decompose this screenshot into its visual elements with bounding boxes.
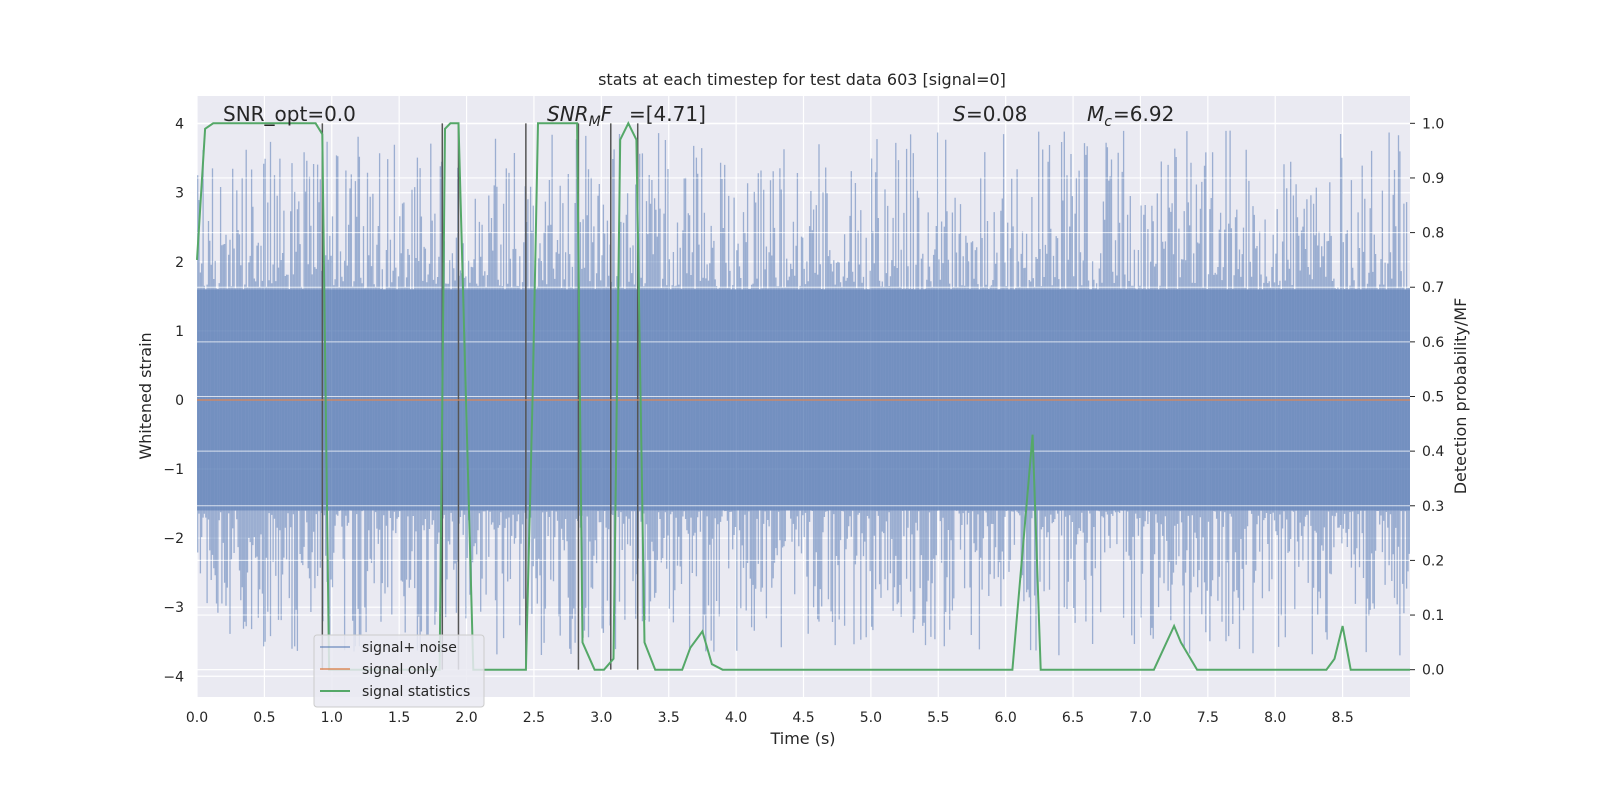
y-left-tick-label: −4 <box>163 669 184 685</box>
x-tick-label: 6.0 <box>995 710 1017 726</box>
y-right-tick-labels: 1.0 0.9 0.8 0.7 0.6 0.5 0.4 0.3 0.2 0.1 0.0 <box>1410 116 1444 679</box>
x-tick-label: 4.0 <box>725 710 747 726</box>
x-tick-label: 6.5 <box>1062 710 1084 726</box>
annotation-snr-mf-symbol: SNRMF <box>547 102 613 130</box>
x-tick-label: 7.0 <box>1129 710 1151 726</box>
x-tick-label: 4.5 <box>792 710 814 726</box>
y-right-tick-label: 0.0 <box>1422 663 1444 679</box>
annotation-s-symbol: S <box>953 102 966 126</box>
x-tick-label: 0.0 <box>186 710 208 726</box>
y-right-tick-label: 0.7 <box>1422 280 1444 296</box>
annotation-mc-value: =6.92 <box>1113 102 1174 126</box>
legend-label-statistics: signal statistics <box>362 684 470 700</box>
y-left-axis-label: Whitened strain <box>136 332 155 459</box>
y-left-tick-label: 0 <box>175 393 184 409</box>
chart-title: stats at each timestep for test data 603… <box>598 70 1006 89</box>
legend-box <box>313 634 485 708</box>
x-tick-label: 5.5 <box>927 710 949 726</box>
x-tick-label: 3.0 <box>590 710 612 726</box>
y-right-tick-label: 0.9 <box>1422 171 1444 187</box>
x-tick-label: 1.0 <box>321 710 343 726</box>
y-right-tick-label: 0.8 <box>1422 226 1444 242</box>
y-left-tick-labels: 4 3 2 1 0 −1 −2 −3 −4 <box>163 117 184 686</box>
x-tick-label: 8.5 <box>1331 710 1353 726</box>
x-tick-label: 7.5 <box>1197 710 1219 726</box>
annotation-s-value: =0.08 <box>966 102 1027 126</box>
y-right-tick-label: 1.0 <box>1422 116 1444 132</box>
x-tick-label: 0.5 <box>253 710 275 726</box>
x-tick-label: 2.5 <box>523 710 545 726</box>
y-left-tick-label: −3 <box>163 600 184 616</box>
annotation-snr-mf-value: =[4.71] <box>629 102 706 126</box>
y-right-axis-label: Detection probability/MF <box>1451 298 1470 495</box>
x-tick-label: 5.0 <box>860 710 882 726</box>
annotation-snr-mf: SNRMF =[4.71] <box>547 102 706 130</box>
x-tick-label: 1.5 <box>388 710 410 726</box>
legend-label-signal-only: signal only <box>362 662 437 678</box>
x-axis-label: Time (s) <box>769 729 835 748</box>
y-left-tick-label: 3 <box>175 186 184 202</box>
x-tick-label: 2.0 <box>455 710 477 726</box>
legend-label-noise: signal+ noise <box>362 640 457 656</box>
y-right-tick-label: 0.1 <box>1422 608 1444 624</box>
x-tick-label: 8.0 <box>1264 710 1286 726</box>
y-left-tick-label: −1 <box>163 462 184 478</box>
y-right-tick-label: 0.3 <box>1422 499 1444 515</box>
y-right-tick-label: 0.6 <box>1422 335 1444 351</box>
y-left-tick-label: 1 <box>175 324 184 340</box>
annotation-mc: Mc =6.92 <box>1087 102 1174 130</box>
y-right-tick-label: 0.4 <box>1422 444 1444 460</box>
annotation-snr-opt: SNR_opt=0.0 <box>223 102 356 126</box>
y-right-tick-label: 0.5 <box>1422 390 1444 406</box>
y-right-tick-label: 0.2 <box>1422 553 1444 569</box>
annotation-s: S =0.08 <box>953 102 1027 126</box>
y-left-tick-label: 4 <box>175 117 184 133</box>
x-tick-label: 3.5 <box>658 710 680 726</box>
x-tick-labels: 0.0 0.5 1.0 1.5 2.0 2.5 3.0 3.5 4.0 4.5 5.0 5.5 6.0 6… <box>186 710 1354 726</box>
legend: signal+ noise signal only signal statist… <box>313 634 485 708</box>
y-left-tick-label: −2 <box>163 531 184 547</box>
y-left-tick-label: 2 <box>175 255 184 271</box>
